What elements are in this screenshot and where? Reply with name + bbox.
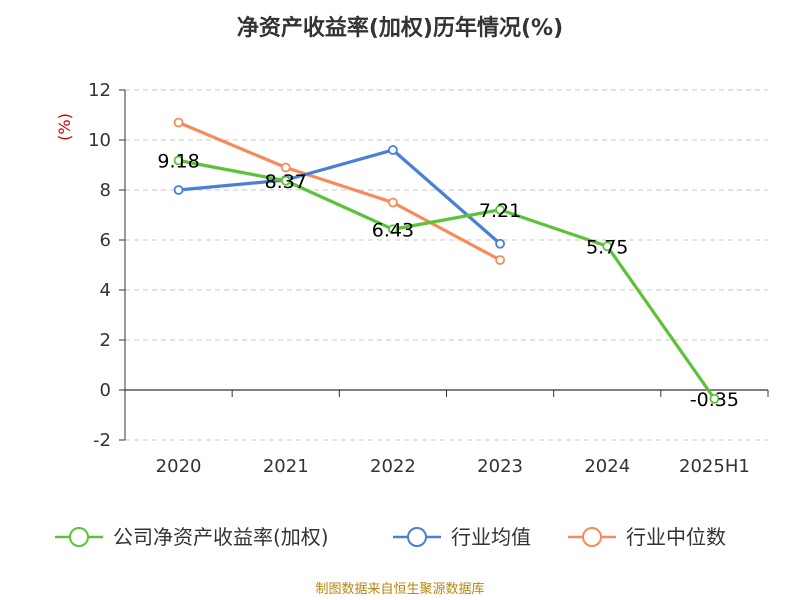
data-point — [495, 238, 505, 249]
data-label: 9.18 — [157, 151, 199, 173]
y-axis-unit: (%) — [55, 113, 74, 141]
data-point — [495, 255, 505, 265]
x-tick-label: 2020 — [156, 456, 202, 477]
data-label: 5.75 — [586, 236, 628, 258]
data-point — [173, 155, 184, 166]
data-point — [709, 393, 720, 404]
data-label: -0.35 — [690, 389, 739, 411]
y-tick-label: 10 — [88, 130, 111, 151]
series-lines — [173, 117, 720, 404]
y-tick-label: 8 — [100, 180, 111, 201]
data-point — [602, 241, 613, 252]
y-tick-label: 2 — [100, 330, 111, 351]
series-line — [177, 121, 501, 262]
data-point — [173, 117, 184, 128]
x-tick-label: 2022 — [370, 456, 416, 477]
data-point — [280, 175, 291, 186]
data-point — [173, 185, 184, 195]
data-point — [495, 204, 505, 215]
legend-label: 公司净资产收益率(加权) — [113, 525, 329, 549]
legend-label: 行业中位数 — [626, 525, 726, 549]
series-line — [178, 148, 502, 245]
x-tick-label: 2021 — [263, 456, 309, 477]
data-label: 8.37 — [265, 171, 307, 193]
x-tick-label: 2025H1 — [679, 456, 750, 477]
y-tick-label: 6 — [100, 230, 111, 251]
series-line — [178, 158, 716, 400]
data-point — [388, 224, 398, 235]
legend-marker — [69, 527, 89, 547]
legend-marker — [407, 527, 427, 547]
data-label: 6.43 — [372, 219, 414, 241]
y-tick-label: -2 — [93, 430, 111, 451]
legend: 公司净资产收益率(加权) 行业均值 行业中位数 — [55, 525, 726, 549]
legend-marker — [582, 527, 602, 547]
data-source: 制图数据来自恒生聚源数据库 — [315, 582, 485, 597]
chart-title: 净资产收益率(加权)历年情况(%) — [236, 16, 564, 41]
x-tick-label: 2023 — [477, 456, 523, 477]
legend-label: 行业均值 — [451, 525, 531, 549]
data-point — [388, 197, 398, 208]
grid-lines — [125, 89, 768, 441]
axes: -2 0 2 4 6 8 10 12 2020 2021 2022 2023 2024 2025H1 (%) — [55, 80, 769, 477]
y-tick-label: 4 — [100, 280, 111, 301]
x-tick-label: 2024 — [584, 456, 630, 477]
data-labels: 9.18 8.37 6.43 7.21 5.75 -0.35 — [157, 151, 739, 411]
y-tick-label: 12 — [88, 80, 111, 101]
data-point — [280, 162, 291, 173]
y-tick-label: 0 — [100, 380, 111, 401]
data-point — [388, 145, 398, 155]
data-label: 7.21 — [479, 200, 521, 222]
